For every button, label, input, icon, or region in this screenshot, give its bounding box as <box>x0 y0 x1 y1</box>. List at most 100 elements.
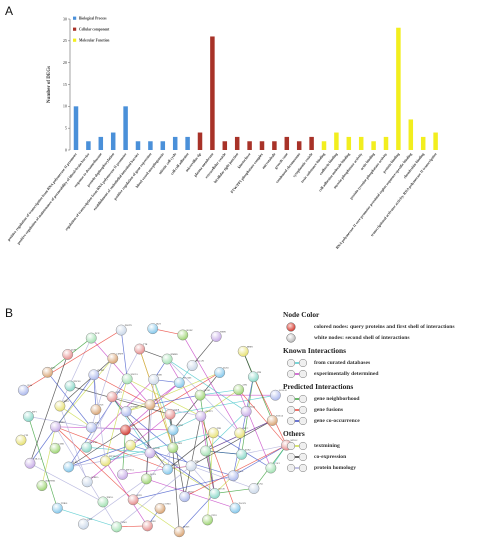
network-node-circle <box>167 424 179 436</box>
bar <box>123 106 128 150</box>
legend-label-textmining: textmining <box>314 442 340 449</box>
network-node-circle <box>142 520 153 532</box>
network-node-label: VEGFA <box>131 373 139 376</box>
network-node: CYR61 <box>111 521 127 533</box>
network-node: FOS <box>90 404 104 416</box>
network-node: CENPF <box>107 353 124 364</box>
network-edge <box>116 465 192 528</box>
bar <box>197 132 203 150</box>
network-node: CLDN5 <box>162 463 179 475</box>
network-node: DLGAP5 <box>186 360 205 371</box>
bar <box>396 27 401 150</box>
network-edge <box>139 348 174 448</box>
bar <box>296 141 302 150</box>
legend-row-experimental: experimentally determined <box>283 368 487 379</box>
network-edge <box>29 462 104 503</box>
network-node-label: CCNB1 <box>164 503 171 505</box>
network-node-label: OCLN <box>150 474 156 476</box>
white-node-icon <box>286 332 296 343</box>
network-node: KIF11 <box>127 494 142 506</box>
network-node-circle <box>214 367 226 378</box>
network-node-label: DLGAP5 <box>196 360 205 363</box>
network-node-circle <box>81 441 93 453</box>
network-node-label: BUB1 <box>188 492 194 494</box>
network-node-label: JUN <box>95 422 99 424</box>
legend-label-cooccurrence: gene co-occurrence <box>314 417 360 424</box>
network-node-circle <box>78 518 89 530</box>
go-enrichment-chart: 0 5 10 15 20 25 30 Number of DEGs Biological Pro… <box>7 16 438 250</box>
network-node: CDK1 <box>49 442 64 454</box>
network-node: CD44 <box>17 384 33 396</box>
network-node: NDC80 <box>64 380 81 392</box>
network-edge <box>83 478 147 525</box>
legend-label-colored-nodes: colored nodes: query proteins and first … <box>314 323 455 330</box>
network-node: KDR <box>148 374 162 385</box>
network-node-circle <box>200 445 212 457</box>
network-node: PPP1R12A <box>100 455 119 467</box>
network-node-label: ANXA2 <box>290 439 297 442</box>
network-edge <box>149 382 180 405</box>
network-node-circle <box>88 369 100 381</box>
network-node-circle <box>195 410 207 422</box>
network-node-label: IER2 <box>151 521 156 523</box>
network-node: HMMR <box>161 353 178 365</box>
network-node: THBS1 <box>51 502 68 514</box>
legend-row-colored-nodes: colored nodes: query proteins and first … <box>283 321 487 332</box>
network-node-label: PECAM1 <box>183 377 192 380</box>
network-node: VCL <box>200 445 214 457</box>
network-node-circle <box>120 406 132 417</box>
network-node-label: ITGB1 <box>134 440 140 442</box>
network-node-circle <box>64 380 76 392</box>
network-node-label: TNC <box>51 367 56 369</box>
network-edge <box>126 372 220 412</box>
panel-b-letter: B <box>5 306 13 320</box>
network-node-circle <box>233 384 245 396</box>
network-edge <box>111 396 201 417</box>
network-node-circle <box>236 448 247 460</box>
legend-section-predicted: Predicted Interactions gene neighborhood… <box>283 382 487 426</box>
network-edge <box>59 405 88 482</box>
network-node-label: FOS <box>99 405 104 407</box>
network-node: TAGLN <box>229 502 246 514</box>
network-node-label: TIMP1 <box>220 331 226 333</box>
network-edge <box>105 415 201 462</box>
network-node-label: SERPINE1 <box>45 481 55 483</box>
network-node-label: KLF4 <box>250 406 256 408</box>
network-edge <box>190 465 255 489</box>
gene-neighborhood-edge-icon <box>286 394 308 403</box>
bar <box>321 141 327 150</box>
network-node: DCN <box>85 332 100 344</box>
network-node-label: CENPF <box>116 353 124 355</box>
network-node-circle <box>270 389 281 401</box>
network-edge <box>93 374 106 462</box>
legend-row-cooccurrence: gene co-occurrence <box>283 415 487 426</box>
network-edge <box>68 429 126 468</box>
network-edge <box>29 374 95 464</box>
network-node: PTPN5 <box>167 424 184 436</box>
y-tick-label: 0 <box>65 147 67 152</box>
network-node-circle <box>148 374 160 385</box>
y-axis-label: Number of DEGs <box>47 66 52 103</box>
legend-row-homology: protein homology <box>283 462 487 473</box>
network-node-circle <box>115 324 127 336</box>
network-node-label: SRC <box>154 400 159 402</box>
network-edge <box>146 379 155 479</box>
network-node-label: THBS1 <box>61 503 68 505</box>
bar <box>110 132 116 150</box>
network-node-label: EGR1 <box>223 368 228 370</box>
network-edge <box>28 416 58 509</box>
network-node: TJP1 <box>185 460 199 472</box>
network-edge <box>47 372 92 428</box>
network-node: TIMP1 <box>210 331 226 342</box>
network-node-circle <box>154 503 166 514</box>
network-node-circle <box>63 461 75 473</box>
network-edge <box>132 447 174 500</box>
network-node: MMP2 <box>237 345 253 357</box>
network-node-label: CAV1 <box>274 462 279 465</box>
network-node-circle <box>147 323 159 335</box>
network-node: TNC <box>42 366 56 378</box>
network-node-label: NUF2 <box>63 401 68 403</box>
network-node-circle <box>140 473 152 485</box>
network-node: VEGFA <box>121 373 139 385</box>
network-edge <box>153 379 174 431</box>
